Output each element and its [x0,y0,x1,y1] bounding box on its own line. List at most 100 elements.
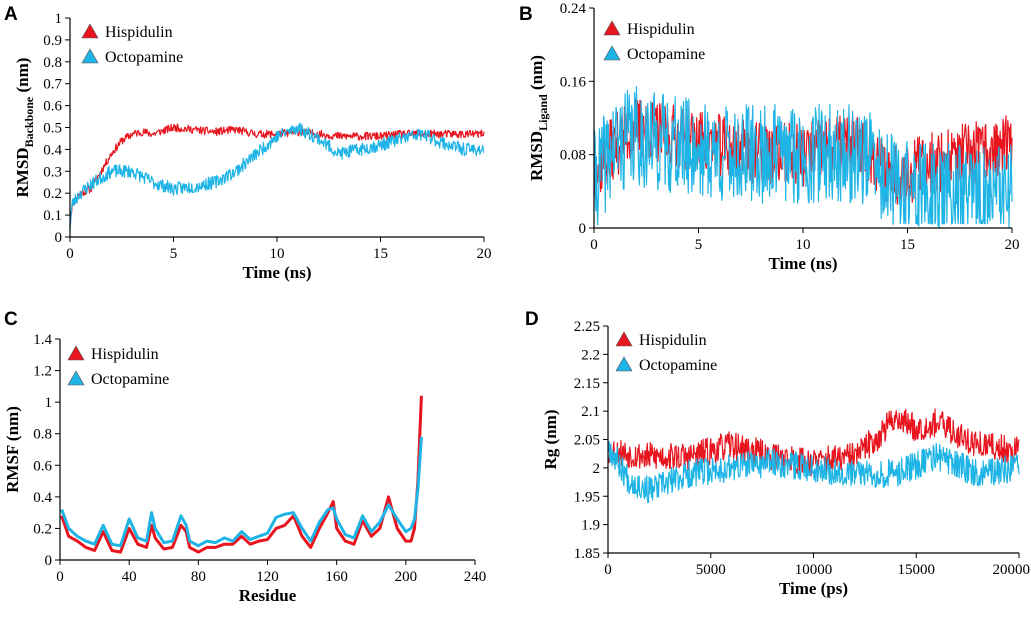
y-tick-label: 0.16 [560,74,587,90]
x-tick-label: 20 [477,246,492,262]
legend-label-octopamine: Octopamine [91,371,169,388]
y-tick-label: 2.2 [581,347,600,363]
x-tick-label: 20000 [993,562,1031,578]
x-tick-label: 10000 [795,562,833,578]
legend-triangle-icon [603,20,621,36]
series-line-octopamine [594,85,1013,229]
x-tick-label: 240 [464,569,487,585]
y-axis-label-subscript: Backbone [22,96,36,147]
x-tick-label: 0 [66,246,74,262]
series-line-hispidulin [60,395,423,554]
y-tick-label: 0.4 [33,490,52,506]
y-tick-label: 0.4 [43,142,62,158]
y-tick-label: 2 [593,461,601,477]
x-tick-label: 5000 [696,562,726,578]
x-tick-label: 20 [1005,237,1020,253]
y-tick-label: 0.2 [33,521,52,537]
x-axis-label: Time (ps) [779,579,848,598]
y-axis-label-subscript: Ligand [536,94,550,131]
legend-label-hispidulin: Hispidulin [91,346,159,363]
chart-panel-d: D 1.85 1.9 1.95 2 2.05 2.1 2.15 2.2 2.25 0 5000 1000… [525,309,1030,598]
y-tick-label: 2.25 [574,319,600,335]
x-tick-label: 0 [56,569,64,585]
legend-label-octopamine: Octopamine [627,46,705,63]
y-tick-label: 1.9 [581,518,600,534]
y-tick-label: 1 [45,395,53,411]
panel-letter: A [4,4,18,25]
y-tick-label: 0.1 [43,208,62,224]
legend-triangle-icon [615,356,633,372]
y-tick-label: 0.8 [43,55,62,71]
series-line-octopamine [70,122,485,230]
x-tick-label: 15 [900,237,915,253]
y-axis-label-main: RMSF (nm) [3,406,22,493]
x-tick-label: 160 [325,569,348,585]
y-tick-label: 2.05 [574,433,600,449]
x-tick-label: 80 [191,569,206,585]
y-tick-label: 1.4 [33,332,52,348]
x-tick-label: 10 [270,246,285,262]
x-axis-label: Time (ns) [768,254,837,273]
y-tick-label: 0 [45,553,53,569]
x-axis-label: Time (ns) [242,263,311,282]
chart-panel-c: C 0 0.2 0.4 0.6 0.8 1 1.2 1.4 0 40 80 120 160 200 240 Re… [3,309,486,605]
y-tick-label: 1.85 [574,546,600,562]
x-tick-label: 5 [170,246,178,262]
panel-letter: B [519,4,533,25]
series-line-octopamine [60,436,423,548]
y-tick-label: 0 [579,221,587,237]
x-tick-label: 15000 [898,562,936,578]
x-tick-label: 15 [373,246,388,262]
y-tick-label: 2.1 [581,404,600,420]
legend-label-hispidulin: Hispidulin [105,24,173,41]
y-tick-label: 1 [55,11,63,27]
y-axis-label: Rg (nm) [541,410,560,470]
y-tick-label: 0 [55,230,63,246]
panel-letter: D [525,309,539,330]
y-tick-label: 0.5 [43,121,62,137]
y-tick-label: 1.2 [33,364,52,380]
y-tick-label: 2.15 [574,376,600,392]
y-axis-label-unit: (nm) [13,58,32,97]
series-line-hispidulin [608,408,1020,477]
x-tick-label: 200 [395,569,418,585]
x-tick-label: 0 [590,237,598,253]
y-axis-label-unit: (nm) [527,55,546,94]
y-axis-label: RMSF (nm) [3,406,22,493]
legend-triangle-icon [603,45,621,61]
legend-label-hispidulin: Hispidulin [639,332,707,349]
y-axis-label-main: RMSD [13,147,32,197]
y-tick-label: 0.2 [43,186,62,202]
x-tick-label: 40 [122,569,137,585]
legend-triangle-icon [81,48,99,64]
legend-label-octopamine: Octopamine [105,49,183,66]
chart-panel-b: B 0 0.08 0.16 0.24 0 5 10 15 20 Time (ns) RMSDLigan… [519,1,1020,273]
y-axis-label-main: RMSD [527,131,546,181]
x-tick-label: 10 [796,237,811,253]
x-tick-label: 120 [256,569,279,585]
y-tick-label: 0.7 [43,77,62,93]
x-tick-label: 5 [695,237,703,253]
legend-triangle-icon [67,370,85,386]
y-tick-label: 1.95 [574,489,600,505]
chart-panel-a: A00.10.20.30.40.50.60.70.80.910 5 10 15 20Ti… [4,4,492,282]
y-tick-label: 0.3 [43,164,62,180]
y-tick-label: 0.9 [43,33,62,49]
panel-letter: C [4,309,18,330]
x-axis-label: Residue [239,586,297,605]
y-tick-label: 0.24 [560,1,587,17]
y-tick-label: 0.08 [560,148,586,164]
x-tick-label: 0 [604,562,612,578]
legend-label-octopamine: Octopamine [639,357,717,374]
legend-label-hispidulin: Hispidulin [627,21,695,38]
y-tick-label: 0.6 [43,99,62,115]
y-tick-label: 0.8 [33,427,52,443]
legend-triangle-icon [67,345,85,361]
legend-triangle-icon [615,331,633,347]
legend-triangle-icon [81,23,99,39]
y-axis-label-main: Rg (nm) [541,410,560,470]
y-tick-label: 0.6 [33,458,52,474]
series-line-octopamine [608,441,1020,504]
y-axis-label: RMSDLigand (nm) [527,55,550,181]
